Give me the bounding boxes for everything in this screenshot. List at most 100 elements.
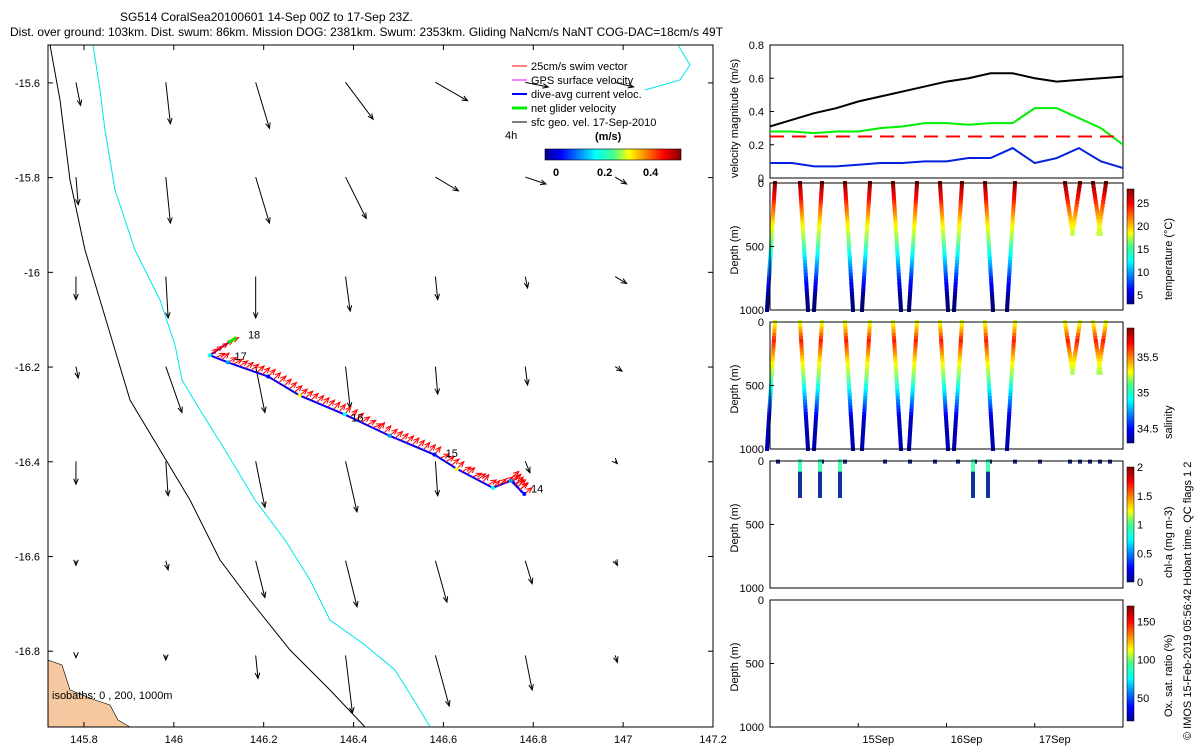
chlorophyll-point — [798, 471, 802, 476]
temperature-point — [845, 215, 850, 220]
temperature-point — [848, 266, 853, 271]
geo-arrow-shaft — [75, 177, 79, 205]
salinity-point — [804, 421, 809, 426]
temperature-point — [892, 196, 896, 201]
salinity-point — [1092, 332, 1097, 337]
geo-arrow-head — [452, 185, 460, 192]
temperature-point — [1007, 266, 1012, 271]
salinity-point — [988, 405, 993, 410]
temperature-point — [897, 282, 902, 287]
geo-arrow-shaft — [75, 366, 79, 379]
temperature-point — [1071, 222, 1076, 227]
swim-vector-shaft — [477, 473, 486, 481]
swim-vector-head — [263, 366, 271, 374]
salinity-point — [892, 348, 897, 353]
swim-vector-shaft — [262, 367, 271, 375]
geo-arrow — [345, 276, 353, 313]
temperature-point — [984, 203, 989, 208]
temperature-point — [801, 231, 806, 236]
salinity-point — [897, 421, 902, 426]
swim-vector-shaft — [472, 472, 482, 478]
temperature-point — [911, 244, 915, 249]
temperature-point — [913, 206, 918, 211]
temperature-point — [956, 238, 961, 243]
map-frame — [47, 44, 714, 728]
temperature-cb-tick: 25 — [1137, 198, 1149, 210]
swim-vector-shaft — [417, 439, 425, 448]
salinity-point — [864, 380, 869, 385]
salinity-point — [1098, 358, 1103, 363]
geo-arrow-head — [361, 212, 367, 220]
salinity-point — [910, 393, 915, 398]
swim-vector-shaft — [304, 390, 314, 399]
chlorophyll-cb-label: chl-a (mg m-3) — [1163, 506, 1175, 578]
temperature-point — [819, 187, 824, 192]
salinity-point — [771, 339, 776, 344]
temperature-point — [817, 215, 822, 220]
salinity-point — [1066, 345, 1071, 350]
temperature-point — [850, 292, 854, 297]
temperature-point — [800, 219, 805, 224]
temperature-point — [988, 269, 993, 274]
swim-vector-shaft — [310, 393, 319, 401]
temperature-point — [914, 190, 919, 195]
temperature-point — [771, 203, 776, 208]
temperature-point — [909, 273, 914, 278]
salinity-point — [1073, 351, 1078, 356]
swim-vector — [422, 441, 431, 451]
temperature-point — [1011, 212, 1015, 217]
salinity-point — [865, 354, 870, 359]
geo-arrow-shaft — [524, 461, 531, 473]
temperature-point — [893, 225, 898, 230]
temperature-point — [912, 215, 917, 220]
temperature-point — [845, 212, 849, 217]
geo-arrow — [614, 176, 628, 185]
salinity-point — [771, 345, 776, 350]
temperature-point — [769, 241, 774, 246]
salinity-point — [805, 443, 810, 448]
salinity-point — [943, 399, 947, 404]
geo-arrow — [255, 560, 267, 599]
salinity-point — [771, 351, 775, 356]
salinity-point — [940, 351, 944, 356]
temperature-point — [867, 190, 872, 195]
temperature-point — [913, 203, 918, 208]
salinity-point — [1010, 367, 1014, 372]
temperature-point — [891, 187, 896, 192]
geo-arrow-head — [620, 278, 628, 285]
velocity-ylabel: velocity magnitude (m/s) — [729, 59, 741, 178]
swim-vector-shaft — [498, 478, 507, 486]
geo-arrow-shaft — [435, 81, 468, 102]
oxygen-x-tick-label: 16Sep — [951, 734, 983, 746]
temperature-point — [1097, 222, 1102, 227]
geo-arrow — [165, 177, 173, 225]
salinity-point — [952, 443, 957, 448]
temperature-point — [909, 263, 914, 268]
temperature-point — [957, 219, 962, 224]
swim-vector — [233, 358, 244, 365]
salinity-point — [843, 323, 848, 328]
salinity-point — [990, 434, 995, 439]
temperature-cb-tick: 5 — [1137, 290, 1143, 302]
oxygen-y-tick-label: 1000 — [740, 722, 764, 734]
temperature-point — [861, 292, 865, 297]
temperature-point — [1007, 263, 1012, 268]
swim-vector — [512, 473, 523, 482]
salinity-point — [801, 367, 805, 372]
temperature-point — [817, 225, 822, 230]
salinity-point — [894, 380, 899, 385]
salinity-point — [867, 329, 872, 334]
swim-vector-head — [475, 472, 483, 478]
swim-vector-head — [479, 473, 487, 480]
salinity-point — [860, 443, 865, 448]
swim-vector-shaft — [482, 474, 490, 483]
temperature-point — [896, 273, 901, 278]
swim-vector-head — [211, 347, 219, 355]
temperature-point — [804, 288, 809, 293]
swim-vector — [519, 481, 529, 491]
temperature-point — [1092, 190, 1097, 195]
temperature-point — [849, 276, 853, 281]
temperature-point — [767, 276, 771, 281]
salinity-point — [952, 437, 957, 442]
geo-velocity-field — [73, 81, 635, 715]
